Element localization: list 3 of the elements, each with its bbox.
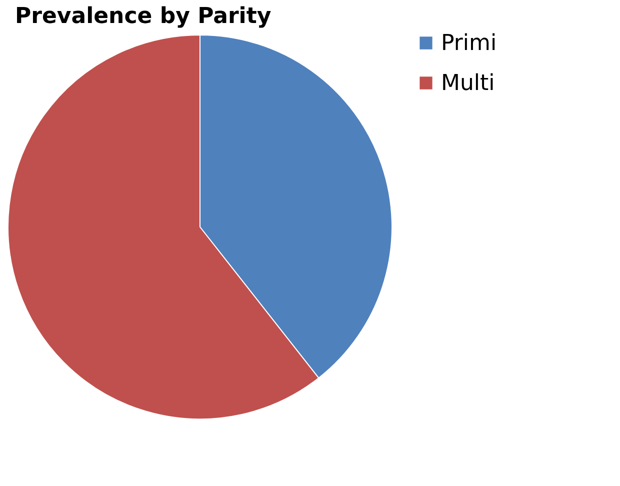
chart-title: Prevalence by Parity bbox=[15, 4, 272, 29]
legend-label: Multi bbox=[441, 71, 495, 96]
legend-label: Primi bbox=[441, 31, 497, 56]
